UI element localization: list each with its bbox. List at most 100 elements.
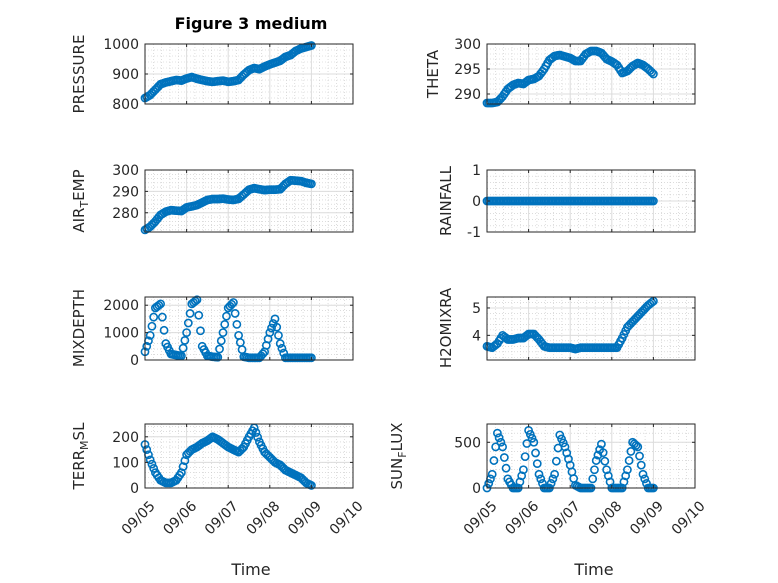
mixdepth-point bbox=[185, 309, 195, 318]
theta-ytick-label: 290 bbox=[454, 87, 481, 103]
ylabel-mixdepth: MIXDEPTH bbox=[70, 289, 88, 367]
sun-flux-point bbox=[591, 456, 601, 465]
sun-flux-point bbox=[588, 474, 598, 484]
ylabel-terr-msl: TERRMSL bbox=[70, 422, 91, 491]
terr-msl-point bbox=[176, 468, 186, 478]
pressure-point bbox=[306, 41, 316, 50]
sun-flux-point bbox=[638, 469, 648, 479]
figure-title: Figure 3 medium bbox=[175, 14, 328, 33]
mixdepth-point bbox=[213, 352, 223, 362]
terr-msl-series bbox=[140, 423, 316, 490]
sun-flux-point bbox=[623, 465, 632, 475]
h2omixra-axes-box bbox=[486, 296, 696, 361]
rainfall-point bbox=[649, 196, 658, 206]
sun-flux-point bbox=[494, 433, 504, 443]
sun-flux-point bbox=[600, 456, 610, 466]
sun-flux-point bbox=[624, 456, 634, 465]
ylabel-h2omixra: H2OMIXRA bbox=[437, 287, 455, 368]
air-temp-series bbox=[140, 175, 316, 235]
subplot-rainfall: RAINFALL -1 0 1 bbox=[437, 163, 696, 241]
mixdepth-series bbox=[140, 295, 316, 363]
sun-flux-point bbox=[546, 479, 556, 488]
pressure-ytick-label: 900 bbox=[112, 67, 139, 83]
mixdepth-point bbox=[306, 353, 316, 363]
sun-flux-point bbox=[636, 460, 646, 470]
rainfall-ytick-label: -1 bbox=[467, 225, 481, 241]
subplot-theta: THETA 290 295 300 bbox=[424, 37, 696, 108]
subplot-h2omixra: H2OMIXRA 4 5 bbox=[437, 287, 696, 368]
mixdepth-point bbox=[232, 319, 242, 329]
mixdepth-point bbox=[272, 322, 282, 332]
rainfall-ytick-label: 0 bbox=[472, 194, 481, 210]
mixdepth-point bbox=[176, 351, 186, 361]
terr-msl-point bbox=[306, 481, 316, 490]
theta-ytick-label: 300 bbox=[454, 37, 481, 53]
xlabel-time-left: Time bbox=[230, 560, 270, 579]
sun-flux-point bbox=[548, 474, 558, 484]
ylabel-air-temp: AIRTEMP bbox=[70, 169, 91, 232]
theta-series bbox=[482, 46, 658, 108]
air-temp-ytick-label: 290 bbox=[112, 184, 139, 200]
mixdepth-point bbox=[218, 328, 228, 338]
mixdepth-point bbox=[182, 328, 191, 338]
terr-msl-axes-box bbox=[144, 423, 354, 489]
terr-msl-ytick-label: 200 bbox=[112, 430, 139, 446]
terr-msl-point bbox=[180, 456, 190, 466]
mixdepth-point bbox=[270, 314, 280, 324]
sun-flux-point bbox=[519, 465, 528, 475]
sun-flux-ytick-label: 500 bbox=[454, 435, 481, 451]
sun-flux-point bbox=[534, 469, 544, 479]
terr-msl-ytick-label: 0 bbox=[130, 481, 139, 497]
mixdepth-point bbox=[230, 309, 240, 318]
mixdepth-point bbox=[228, 298, 238, 307]
sun-flux-point bbox=[532, 459, 542, 469]
mixdepth-point bbox=[159, 325, 169, 335]
pressure-ytick-label: 800 bbox=[112, 97, 139, 113]
mixdepth-point bbox=[220, 319, 230, 329]
sun-flux-ytick-label: 0 bbox=[472, 481, 481, 497]
mixdepth-point bbox=[196, 326, 205, 336]
sun-flux-point bbox=[626, 447, 636, 456]
terr-msl-point bbox=[251, 428, 261, 437]
sun-flux-point bbox=[501, 463, 511, 473]
mixdepth-point bbox=[227, 299, 237, 309]
theta-point bbox=[647, 67, 657, 77]
mixdepth-point bbox=[258, 349, 268, 359]
terr-msl-ytick-label: 100 bbox=[112, 455, 139, 471]
sun-flux-point bbox=[631, 440, 641, 450]
air-temp-ytick-label: 300 bbox=[112, 163, 139, 179]
mixdepth-point bbox=[157, 312, 167, 322]
mixdepth-point bbox=[145, 330, 155, 340]
sun-flux-point bbox=[484, 479, 494, 488]
mixdepth-point bbox=[147, 321, 157, 331]
sun-flux-point bbox=[492, 428, 502, 438]
mixdepth-point bbox=[275, 339, 285, 348]
mixdepth-point bbox=[265, 328, 275, 338]
mixdepth-point bbox=[192, 295, 202, 305]
theta-ytick-label: 295 bbox=[454, 62, 481, 78]
ylabel-rainfall: RAINFALL bbox=[437, 165, 455, 236]
sun-flux-point bbox=[531, 448, 540, 458]
sun-flux-point bbox=[593, 450, 603, 460]
subplot-pressure: PRESSURE 800 900 1000 bbox=[70, 35, 354, 114]
sun-flux-point bbox=[551, 456, 561, 466]
mixdepth-point bbox=[154, 300, 164, 310]
mixdepth-point bbox=[142, 341, 152, 351]
mixdepth-ytick-label: 0 bbox=[130, 353, 139, 369]
mixdepth-point bbox=[222, 311, 231, 321]
rainfall-series bbox=[482, 196, 658, 206]
sun-flux-point bbox=[635, 451, 644, 461]
rainfall-ytick-label: 1 bbox=[472, 163, 481, 179]
h2omixra-point bbox=[647, 298, 657, 307]
sun-flux-point bbox=[536, 474, 546, 484]
pressure-ytick-label: 1000 bbox=[103, 37, 139, 53]
sun-flux-point bbox=[598, 448, 608, 458]
h2omixra-series bbox=[482, 296, 658, 354]
terr-msl-point bbox=[142, 445, 152, 454]
ylabel-pressure: PRESSURE bbox=[70, 35, 88, 114]
terr-msl-point bbox=[253, 432, 263, 442]
sun-flux-point bbox=[640, 474, 650, 484]
mixdepth-point bbox=[183, 318, 193, 328]
mixdepth-point bbox=[190, 296, 200, 306]
terr-msl-point bbox=[178, 462, 188, 472]
